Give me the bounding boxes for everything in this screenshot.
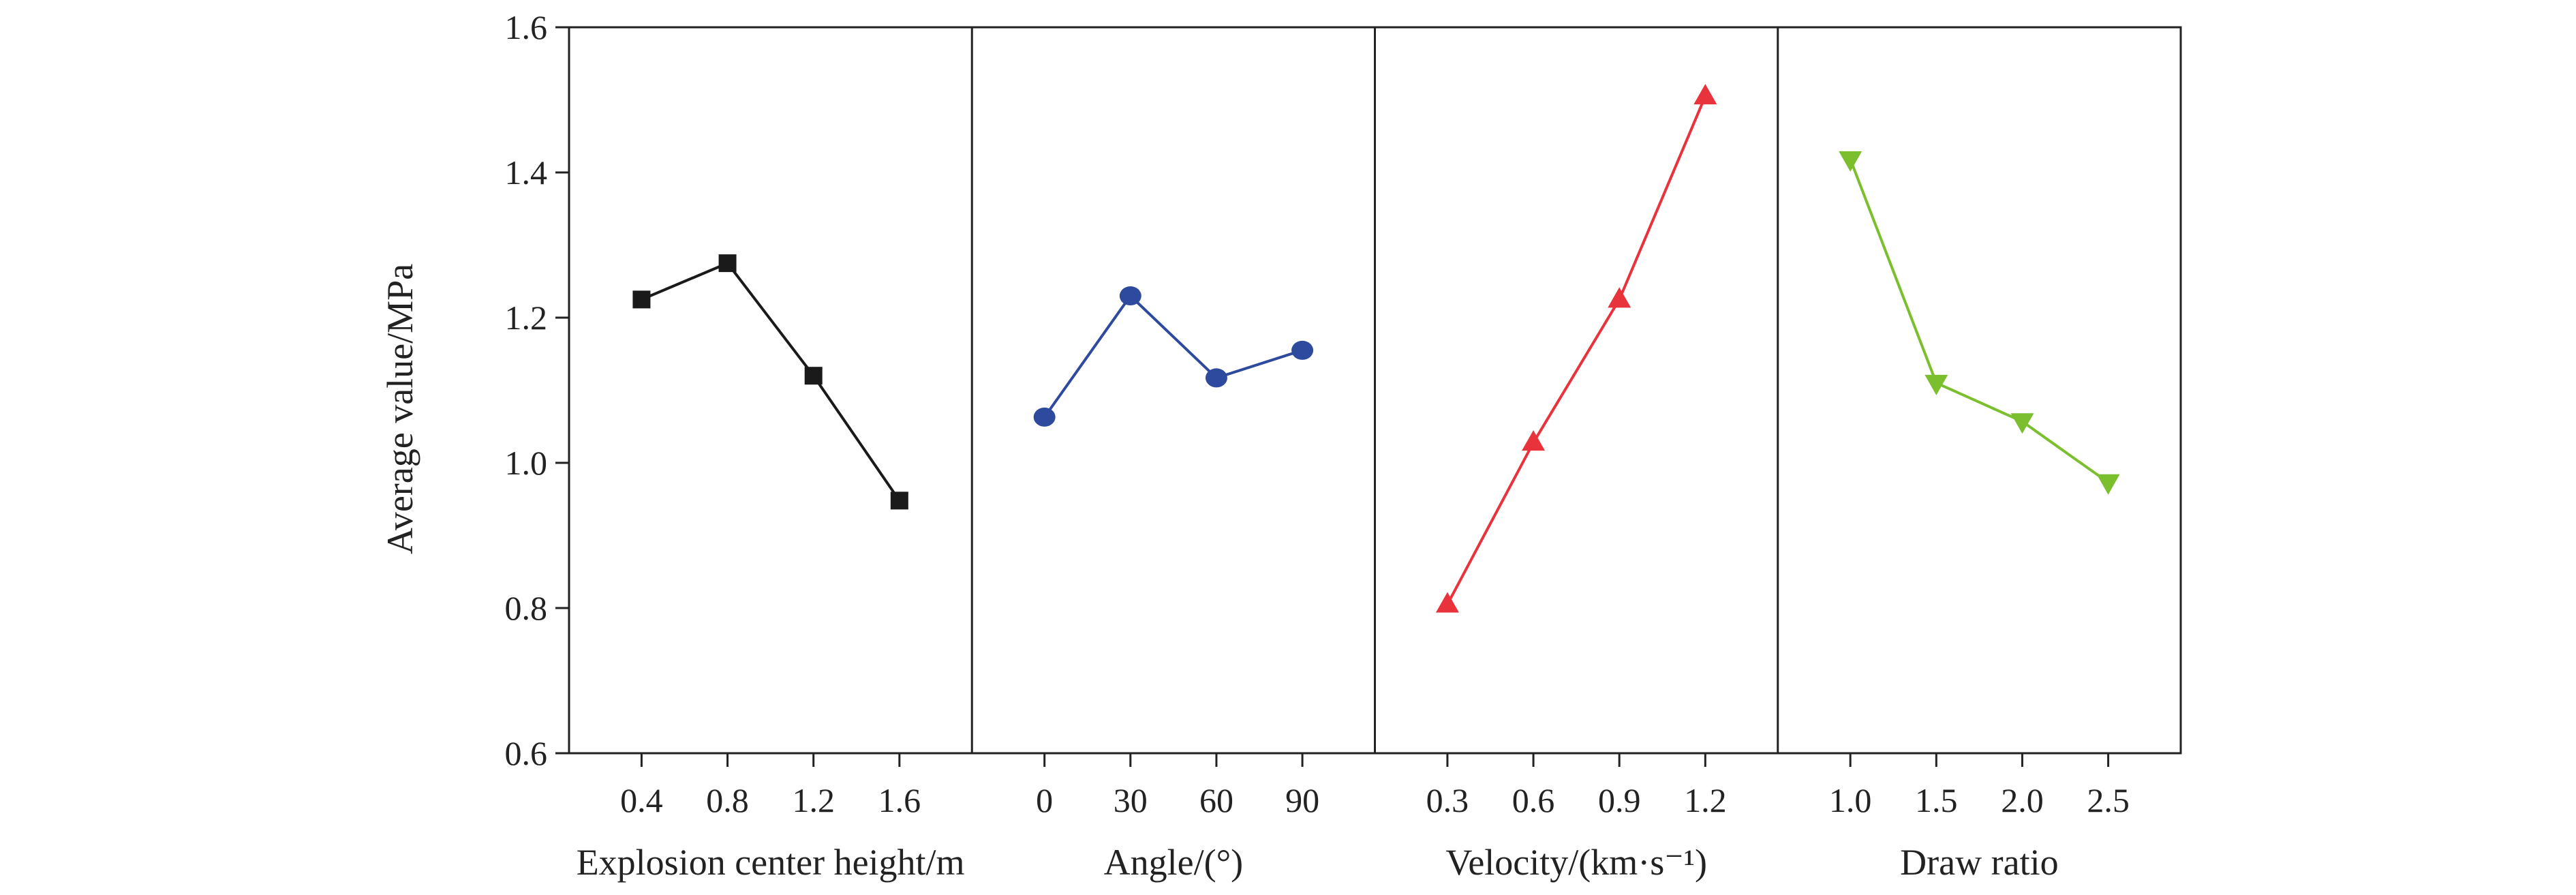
x-tick-label: 2.5 — [2087, 781, 2130, 819]
y-axis: 0.6 0.8 1.0 1.2 1.4 1.6 — [505, 8, 569, 772]
x-tick-label: 1.2 — [1684, 781, 1727, 819]
series-line — [1043, 293, 1303, 419]
panel-1: 0.4 0.8 1.2 1.6 Explosion center height/m — [577, 254, 965, 883]
data-point — [718, 254, 737, 273]
x-tick-label: 0.8 — [706, 781, 749, 819]
panels: 0.4 0.8 1.2 1.6 Explosion center height/m 0 30… — [577, 84, 2130, 883]
x-tick-label: 1.2 — [792, 781, 835, 819]
data-point — [804, 367, 823, 385]
x-tick-label: 30 — [1114, 781, 1148, 819]
panel-3: 0.3 0.6 0.9 1.2 Velocity/(km·s⁻¹) — [1426, 84, 1727, 883]
panel-4: 1.0 1.5 2.0 2.5 Draw ratio — [1829, 151, 2130, 883]
panel-2: 0 30 60 90 Angle/(°) — [1033, 286, 1319, 883]
x-axis-title: Angle/(°) — [1104, 842, 1244, 883]
data-point — [890, 491, 908, 510]
x-tick-label: 1.5 — [1915, 781, 1958, 819]
x-axis-title: Velocity/(km·s⁻¹) — [1445, 842, 1707, 883]
x-tick-label: 2.0 — [2001, 781, 2044, 819]
data-point — [1119, 286, 1141, 306]
data-point — [1693, 84, 1717, 105]
data-point — [1522, 430, 1546, 451]
x-tick-label: 0.9 — [1598, 781, 1641, 819]
x-tick-label: 90 — [1285, 781, 1319, 819]
data-point — [632, 290, 651, 309]
data-point — [1435, 592, 1459, 613]
y-tick-label: 1.6 — [505, 8, 548, 46]
x-axis-title: Draw ratio — [1900, 842, 2058, 883]
y-tick-label: 1.4 — [505, 153, 548, 192]
series-line — [1446, 95, 1707, 605]
data-point — [1839, 151, 1862, 172]
data-point — [1608, 287, 1631, 308]
data-point — [1291, 340, 1314, 360]
y-tick-label: 1.0 — [505, 444, 548, 482]
y-tick-label: 1.2 — [505, 299, 548, 337]
x-tick-label: 0.3 — [1426, 781, 1469, 819]
data-point — [1205, 368, 1227, 388]
data-point — [2096, 474, 2120, 495]
x-tick-label: 1.0 — [1829, 781, 1872, 819]
data-point — [1033, 407, 1056, 427]
y-tick-label: 0.8 — [505, 589, 548, 627]
series-line — [641, 261, 901, 502]
x-tick-label: 1.6 — [878, 781, 921, 819]
data-point — [2010, 413, 2034, 434]
x-tick-label: 0.6 — [1512, 781, 1555, 819]
y-axis-title: Average value/MPa — [380, 264, 420, 554]
plot-frame — [568, 26, 2182, 755]
x-axis-title: Explosion center height/m — [577, 842, 965, 883]
series-line — [1849, 159, 2109, 484]
x-tick-label: 60 — [1199, 781, 1233, 819]
x-tick-label: 0.4 — [620, 781, 663, 819]
x-tick-label: 0 — [1036, 781, 1053, 819]
data-point — [1925, 374, 1948, 395]
y-tick-label: 0.6 — [505, 734, 548, 772]
